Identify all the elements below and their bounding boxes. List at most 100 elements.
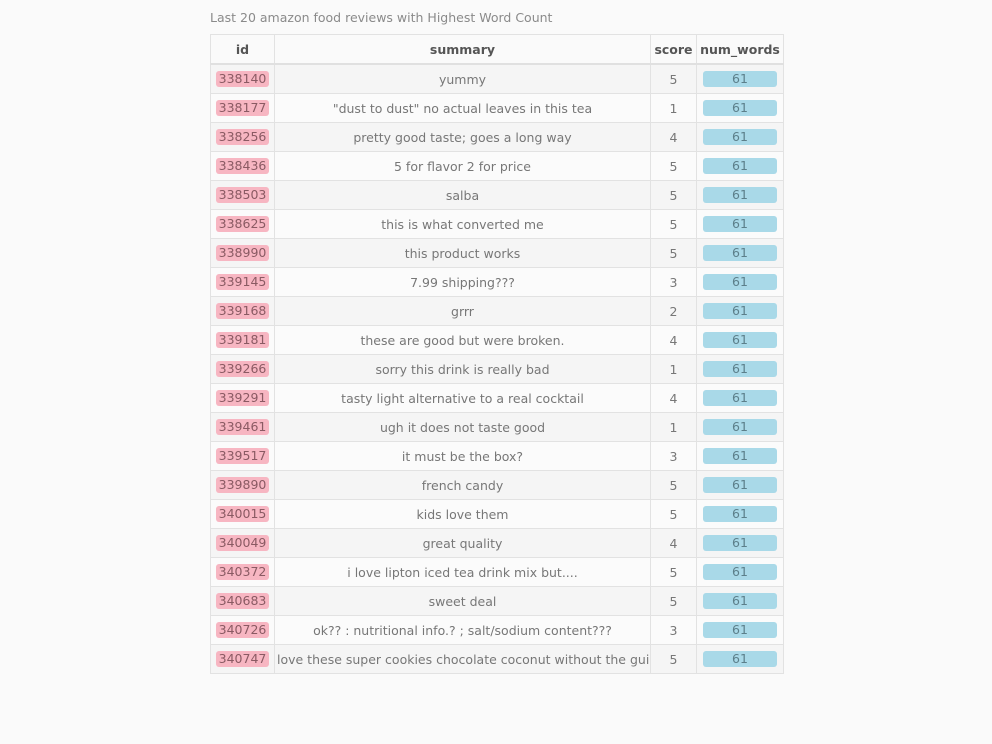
cell-id: 340049: [210, 528, 275, 558]
num-words-bar: 61: [703, 593, 777, 609]
cell-id: 339181: [210, 325, 275, 355]
cell-score: 4: [650, 325, 697, 355]
num-words-bar: 61: [703, 419, 777, 435]
id-badge: 339517: [215, 448, 270, 464]
table-row: 338140 yummy 5 61: [210, 63, 784, 94]
table-row: 339181 these are good but were broken. 4 61: [210, 325, 784, 355]
cell-num-words: 61: [696, 296, 784, 326]
cell-score: 3: [650, 615, 697, 645]
cell-summary: pretty good taste; goes a long way: [274, 122, 651, 152]
cell-id: 338140: [210, 63, 275, 94]
cell-num-words: 61: [696, 499, 784, 529]
num-words-bar: 61: [703, 361, 777, 377]
num-words-bar: 61: [703, 651, 777, 667]
table-row: 340683 sweet deal 5 61: [210, 586, 784, 616]
cell-summary: ok?? : nutritional info.? ; salt/sodium …: [274, 615, 651, 645]
id-badge: 338140: [215, 71, 270, 87]
reviews-table: id summary score num_words 338140 yummy 5 6…: [210, 34, 784, 674]
cell-score: 5: [650, 499, 697, 529]
cell-id: 339266: [210, 354, 275, 384]
cell-summary: great quality: [274, 528, 651, 558]
header-id: id: [210, 34, 275, 65]
cell-summary: sorry this drink is really bad: [274, 354, 651, 384]
cell-summary: kids love them: [274, 499, 651, 529]
table-header-row: id summary score num_words: [210, 34, 784, 65]
num-words-bar: 61: [703, 477, 777, 493]
cell-summary: sweet deal: [274, 586, 651, 616]
cell-id: 339291: [210, 383, 275, 413]
cell-summary: salba: [274, 180, 651, 210]
cell-summary: ugh it does not taste good: [274, 412, 651, 442]
table-row: 340747 love these super cookies chocolate…: [210, 644, 784, 674]
report-container: Last 20 amazon food reviews with Highest…: [210, 9, 784, 674]
num-words-bar: 61: [703, 71, 777, 87]
cell-summary: it must be the box?: [274, 441, 651, 471]
cell-score: 5: [650, 209, 697, 239]
cell-id: 338990: [210, 238, 275, 268]
cell-id: 340372: [210, 557, 275, 587]
cell-score: 5: [650, 180, 697, 210]
id-badge: 339461: [215, 419, 270, 435]
cell-num-words: 61: [696, 354, 784, 384]
cell-id: 339890: [210, 470, 275, 500]
id-badge: 338436: [215, 158, 270, 174]
table-row: 339890 french candy 5 61: [210, 470, 784, 500]
cell-score: 4: [650, 122, 697, 152]
num-words-bar: 61: [703, 245, 777, 261]
cell-num-words: 61: [696, 528, 784, 558]
cell-id: 340747: [210, 644, 275, 674]
id-badge: 340726: [215, 622, 270, 638]
cell-num-words: 61: [696, 557, 784, 587]
cell-num-words: 61: [696, 122, 784, 152]
cell-summary: i love lipton iced tea drink mix but....: [274, 557, 651, 587]
cell-summary: "dust to dust" no actual leaves in this …: [274, 93, 651, 123]
cell-summary: tasty light alternative to a real cockta…: [274, 383, 651, 413]
header-summary: summary: [274, 34, 651, 65]
id-badge: 339266: [215, 361, 270, 377]
cell-score: 1: [650, 412, 697, 442]
table-row: 340049 great quality 4 61: [210, 528, 784, 558]
num-words-bar: 61: [703, 158, 777, 174]
num-words-bar: 61: [703, 187, 777, 203]
num-words-bar: 61: [703, 622, 777, 638]
cell-summary: french candy: [274, 470, 651, 500]
cell-score: 5: [650, 557, 697, 587]
num-words-bar: 61: [703, 564, 777, 580]
table-caption: Last 20 amazon food reviews with Highest…: [210, 10, 553, 25]
table-row: 338436 5 for flavor 2 for price 5 61: [210, 151, 784, 181]
cell-num-words: 61: [696, 325, 784, 355]
cell-num-words: 61: [696, 586, 784, 616]
num-words-bar: 61: [703, 100, 777, 116]
cell-id: 339145: [210, 267, 275, 297]
id-badge: 338625: [215, 216, 270, 232]
cell-summary: grrr: [274, 296, 651, 326]
cell-num-words: 61: [696, 209, 784, 239]
id-badge: 339291: [215, 390, 270, 406]
id-badge: 340015: [215, 506, 270, 522]
cell-num-words: 61: [696, 63, 784, 94]
cell-summary: love these super cookies chocolate cocon…: [274, 644, 651, 674]
table-row: 338990 this product works 5 61: [210, 238, 784, 268]
cell-num-words: 61: [696, 151, 784, 181]
id-badge: 339168: [215, 303, 270, 319]
num-words-bar: 61: [703, 448, 777, 464]
id-badge: 340049: [215, 535, 270, 551]
cell-num-words: 61: [696, 441, 784, 471]
cell-id: 339461: [210, 412, 275, 442]
id-badge: 340747: [215, 651, 270, 667]
num-words-bar: 61: [703, 506, 777, 522]
cell-id: 340015: [210, 499, 275, 529]
cell-score: 5: [650, 63, 697, 94]
cell-id: 339168: [210, 296, 275, 326]
cell-num-words: 61: [696, 93, 784, 123]
id-badge: 338990: [215, 245, 270, 261]
table-row: 339517 it must be the box? 3 61: [210, 441, 784, 471]
cell-id: 340726: [210, 615, 275, 645]
num-words-bar: 61: [703, 332, 777, 348]
num-words-bar: 61: [703, 216, 777, 232]
cell-id: 338503: [210, 180, 275, 210]
cell-num-words: 61: [696, 412, 784, 442]
cell-id: 338436: [210, 151, 275, 181]
table-row: 340372 i love lipton iced tea drink mix b…: [210, 557, 784, 587]
cell-score: 5: [650, 644, 697, 674]
